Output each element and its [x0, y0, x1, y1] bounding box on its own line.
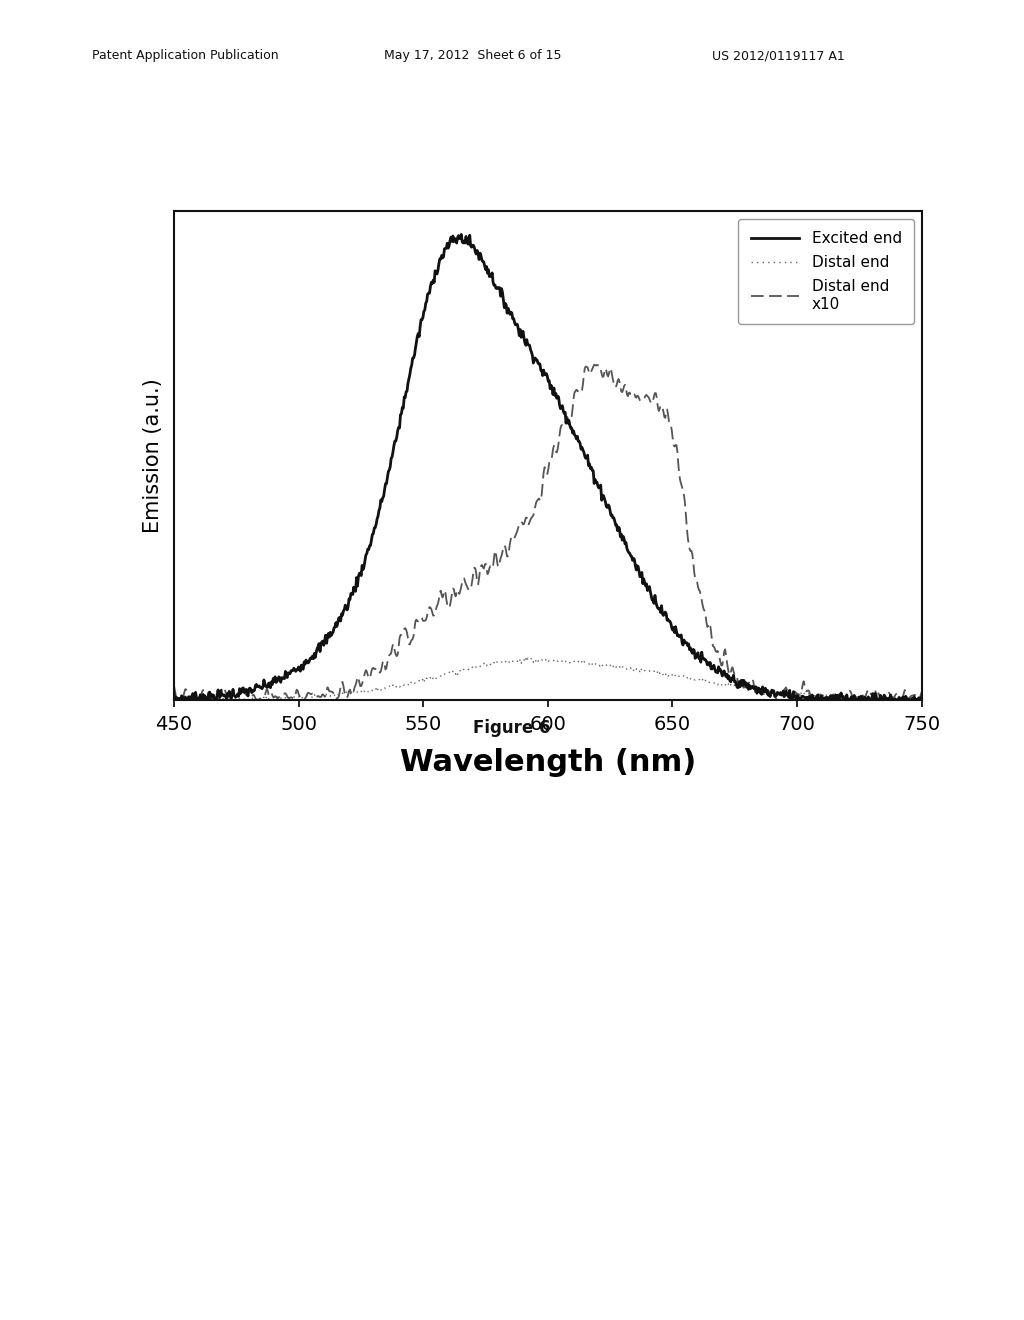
Y-axis label: Emission (a.u.): Emission (a.u.) [143, 378, 163, 533]
Legend: Excited end, Distal end, Distal end
x10: Excited end, Distal end, Distal end x10 [738, 219, 914, 323]
Text: US 2012/0119117 A1: US 2012/0119117 A1 [712, 49, 845, 62]
Text: Patent Application Publication: Patent Application Publication [92, 49, 279, 62]
Text: Figure 6: Figure 6 [473, 718, 551, 737]
Text: May 17, 2012  Sheet 6 of 15: May 17, 2012 Sheet 6 of 15 [384, 49, 561, 62]
X-axis label: Wavelength (nm): Wavelength (nm) [399, 747, 696, 776]
